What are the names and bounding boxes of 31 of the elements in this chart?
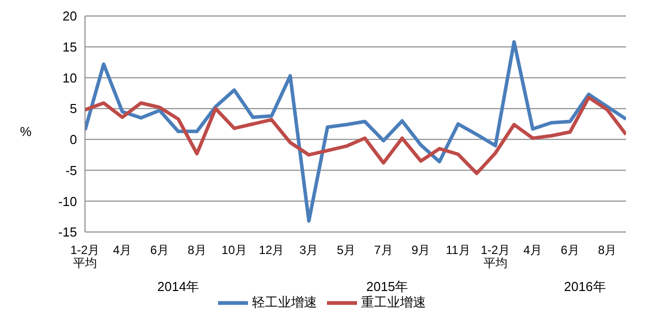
x-tick-label: 4月 [112,243,132,257]
y-tick-label: -10 [58,194,77,209]
y-tick-label: 20 [62,8,77,24]
y-tick-label: -15 [58,224,77,240]
x-tick-label: 11月 [446,243,470,257]
y-axis-title: % [20,124,32,139]
x-tick-label: 5月 [336,243,356,257]
y-tick-label: -5 [65,162,77,178]
x-tick-label: 4月 [523,243,542,257]
x-tick-label: 9月 [411,243,430,257]
x-tick-label: 1-2月平均 [480,243,510,270]
x-tick-label: 1-2月平均 [70,243,100,270]
x-tick-label: 3月 [300,243,318,257]
y-tick-label: 10 [62,70,77,86]
text: 2016年 [562,278,607,296]
text: 2014年 [156,278,200,296]
x-tick-label: 7月 [374,243,393,257]
x-tick-label: 6月 [150,243,169,257]
y-tick-label: 5 [70,101,77,116]
x-tick-label: 8月 [598,243,617,257]
x-tick-label: 12月 [258,243,284,257]
y-tick-label: 15 [62,39,77,54]
legend-label: 重工业增速 [361,294,426,310]
line-series [85,40,626,223]
legend-label: 轻工业增速 [252,294,317,310]
text: 2015年 [365,278,410,296]
line-series [85,96,626,176]
x-tick-label: 10月 [222,243,247,257]
x-tick-label: 6月 [560,243,580,257]
x-tick-label: 8月 [188,243,206,257]
y-tick-label: 0 [70,132,77,148]
